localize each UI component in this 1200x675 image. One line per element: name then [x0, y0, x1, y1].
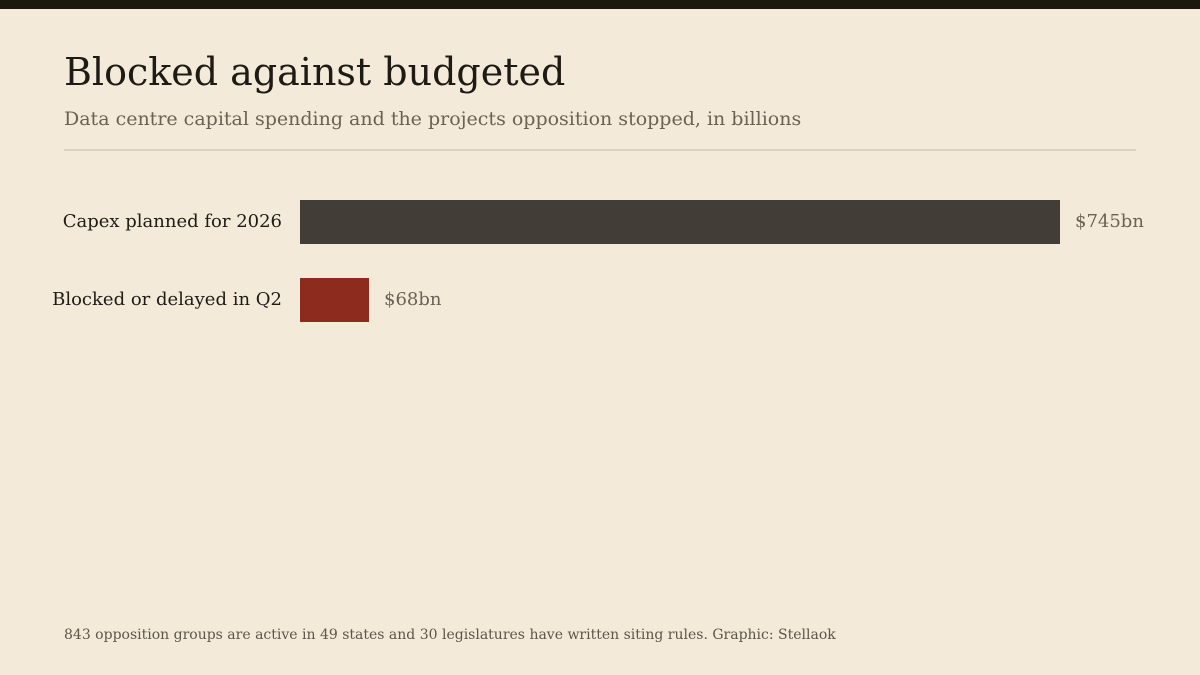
bar-value-label: $68bn: [384, 289, 442, 310]
bar: [300, 278, 369, 322]
header-divider: [64, 149, 1136, 151]
bar-row: Blocked or delayed in Q2 $68bn: [0, 278, 1200, 322]
bar-value-label: $745bn: [1075, 211, 1144, 232]
bar-category-label: Capex planned for 2026: [62, 211, 282, 232]
chart-subtitle: Data centre capital spending and the pro…: [64, 108, 802, 130]
bar-category-label: Blocked or delayed in Q2: [52, 289, 282, 310]
top-rule: [0, 0, 1200, 9]
bar: [300, 200, 1060, 244]
chart-title: Blocked against budgeted: [64, 50, 566, 94]
bar-row: Capex planned for 2026 $745bn: [0, 200, 1200, 244]
footnote: 843 opposition groups are active in 49 s…: [64, 627, 836, 643]
